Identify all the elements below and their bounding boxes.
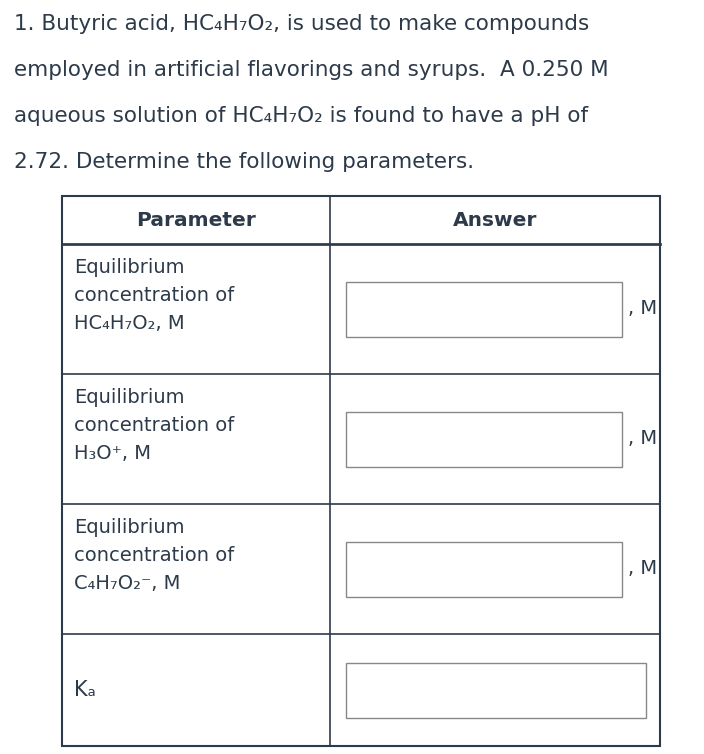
Text: Equilibrium: Equilibrium [74,388,184,407]
Text: concentration of: concentration of [74,416,234,435]
Text: Parameter: Parameter [136,210,256,229]
Text: Answer: Answer [453,210,537,229]
Text: , M: , M [628,559,657,578]
Text: concentration of: concentration of [74,286,234,305]
Bar [346,541,622,596]
Text: Equilibrium: Equilibrium [74,258,184,277]
Text: aqueous solution of HC₄H₇O₂ is found to have a pH of: aqueous solution of HC₄H₇O₂ is found to … [14,106,588,126]
Text: Kₐ: Kₐ [74,680,96,700]
Bar [346,412,622,467]
Text: 2.72. Determine the following parameters.: 2.72. Determine the following parameters… [14,152,474,172]
Bar [346,663,646,718]
Text: Equilibrium: Equilibrium [74,518,184,537]
Text: concentration of: concentration of [74,546,234,565]
Text: , M: , M [628,430,657,449]
Bar [62,196,660,746]
Text: , M: , M [628,299,657,318]
Text: H₃O⁺, M: H₃O⁺, M [74,444,151,463]
Text: HC₄H₇O₂, M: HC₄H₇O₂, M [74,314,184,333]
Text: employed in artificial flavorings and syrups.  A 0.250 M: employed in artificial flavorings and sy… [14,60,609,80]
Text: C₄H₇O₂⁻, M: C₄H₇O₂⁻, M [74,574,180,593]
Bar [346,281,622,336]
Text: 1. Butyric acid, HC₄H₇O₂, is used to make compounds: 1. Butyric acid, HC₄H₇O₂, is used to mak… [14,14,589,34]
